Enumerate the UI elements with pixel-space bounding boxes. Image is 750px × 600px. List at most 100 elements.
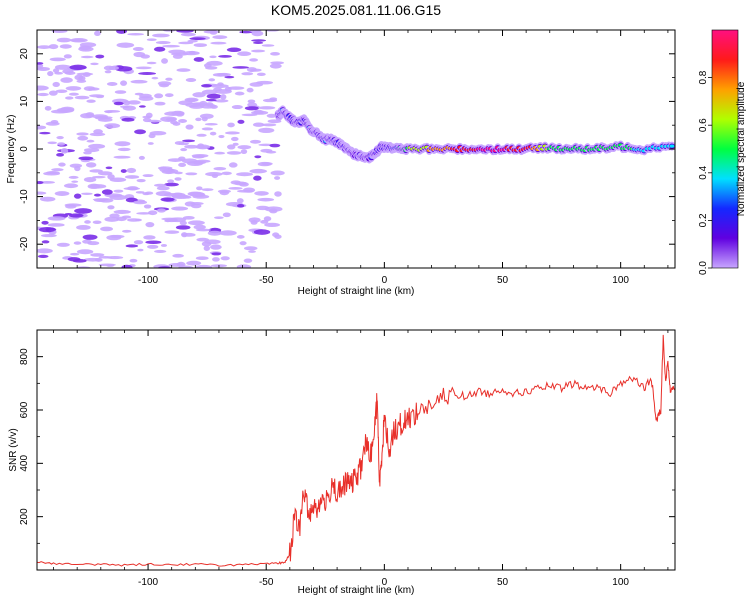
noise-blob bbox=[164, 219, 172, 223]
noise-blob bbox=[254, 191, 269, 196]
noise-blob bbox=[106, 264, 115, 267]
noise-blob bbox=[207, 230, 222, 236]
noise-blob bbox=[266, 113, 277, 118]
noise-blob bbox=[250, 49, 266, 53]
noise-blob bbox=[156, 208, 166, 213]
colorbar: 0.0 0.2 0.4 0.6 0.8 Normalized spectral ampl… bbox=[698, 29, 747, 275]
noise-blob bbox=[80, 55, 94, 59]
noise-blob bbox=[154, 249, 167, 253]
noise-blob bbox=[210, 244, 222, 250]
noise-blob bbox=[114, 141, 131, 147]
noise-blob bbox=[253, 41, 264, 45]
noise-blob bbox=[138, 72, 157, 75]
colorbar-tick-label: 0.0 bbox=[698, 261, 709, 275]
noise-blob bbox=[201, 89, 218, 95]
noise-blob bbox=[236, 172, 254, 177]
noise-blob bbox=[52, 81, 60, 88]
spectrogram-y-label: Frequency (Hz) bbox=[6, 115, 17, 184]
noise-blob bbox=[184, 144, 199, 149]
noise-blob bbox=[269, 208, 278, 214]
noise-blob bbox=[81, 192, 93, 195]
noise-blob bbox=[250, 220, 258, 225]
x-tick-label: -100 bbox=[138, 577, 158, 588]
y-tick-label: 20 bbox=[19, 48, 30, 60]
noise-blob bbox=[41, 220, 49, 225]
noise-blob bbox=[92, 175, 106, 179]
noise-blob bbox=[37, 125, 47, 130]
noise-blob bbox=[47, 141, 57, 145]
noise-blob bbox=[249, 139, 262, 144]
noise-blob bbox=[187, 220, 205, 226]
noise-blob bbox=[210, 41, 227, 45]
noise-blob bbox=[56, 242, 70, 247]
noise-blob bbox=[246, 87, 254, 93]
noise-blob bbox=[196, 133, 207, 137]
noise-blob bbox=[176, 261, 186, 268]
noise-blob bbox=[147, 142, 154, 145]
x-tick-label: -50 bbox=[259, 275, 274, 286]
noise-blob bbox=[127, 218, 141, 222]
x-tick-label: 0 bbox=[382, 577, 388, 588]
noise-blob bbox=[189, 37, 206, 41]
noise-blob bbox=[41, 240, 50, 244]
noise-blob bbox=[38, 227, 56, 233]
x-tick-label: 0 bbox=[382, 275, 388, 286]
noise-blob bbox=[209, 55, 217, 59]
x-tick-label: -100 bbox=[138, 275, 158, 286]
noise-blob bbox=[172, 54, 183, 59]
noise-blob bbox=[69, 64, 87, 70]
noise-blob bbox=[246, 67, 257, 73]
colorbar-tick-label: 0.8 bbox=[698, 70, 709, 84]
noise-blob bbox=[147, 244, 159, 249]
noise-blob bbox=[44, 105, 52, 111]
noise-blob bbox=[79, 42, 97, 48]
noise-blob bbox=[206, 60, 223, 66]
noise-blob bbox=[146, 38, 157, 41]
noise-blob bbox=[171, 206, 189, 211]
noise-blob bbox=[270, 51, 280, 56]
colorbar-tick-label: 0.2 bbox=[698, 213, 709, 227]
noise-blob bbox=[162, 44, 180, 48]
noise-blob bbox=[204, 239, 221, 245]
noise-blob bbox=[186, 260, 202, 266]
colorbar-tick-label: 0.4 bbox=[698, 165, 709, 179]
noise-blob bbox=[48, 44, 59, 50]
snr-background bbox=[37, 330, 675, 570]
noise-blob bbox=[160, 116, 177, 122]
noise-blob bbox=[228, 162, 238, 168]
noise-blob bbox=[139, 105, 146, 108]
noise-blob bbox=[129, 258, 138, 263]
noise-blob bbox=[138, 155, 145, 160]
y-tick-label: 600 bbox=[19, 401, 30, 418]
noise-blob bbox=[104, 110, 113, 114]
noise-blob bbox=[193, 160, 203, 165]
noise-blob bbox=[193, 224, 206, 230]
noise-blob bbox=[145, 240, 162, 245]
noise-blob bbox=[205, 102, 214, 107]
noise-blob bbox=[147, 119, 162, 123]
noise-blob bbox=[68, 213, 84, 218]
noise-blob bbox=[82, 72, 91, 78]
noise-blob bbox=[201, 188, 214, 192]
noise-blob bbox=[209, 131, 217, 136]
noise-blob bbox=[214, 151, 226, 155]
noise-blob bbox=[219, 230, 237, 236]
noise-blob bbox=[54, 64, 72, 70]
noise-blob bbox=[168, 49, 186, 54]
noise-blob bbox=[37, 45, 52, 49]
noise-blob bbox=[95, 95, 105, 99]
noise-blob bbox=[136, 212, 152, 215]
noise-blob bbox=[211, 252, 222, 256]
noise-blob bbox=[171, 192, 186, 198]
noise-blob bbox=[93, 198, 106, 203]
noise-blob bbox=[37, 191, 47, 195]
noise-blob bbox=[73, 193, 82, 199]
snr-frame bbox=[36, 329, 676, 571]
noise-blob bbox=[109, 194, 128, 201]
noise-blob bbox=[67, 257, 81, 262]
noise-blob bbox=[142, 115, 152, 119]
noise-blob bbox=[60, 148, 69, 154]
noise-blob bbox=[231, 105, 243, 110]
noise-blob bbox=[116, 42, 135, 48]
